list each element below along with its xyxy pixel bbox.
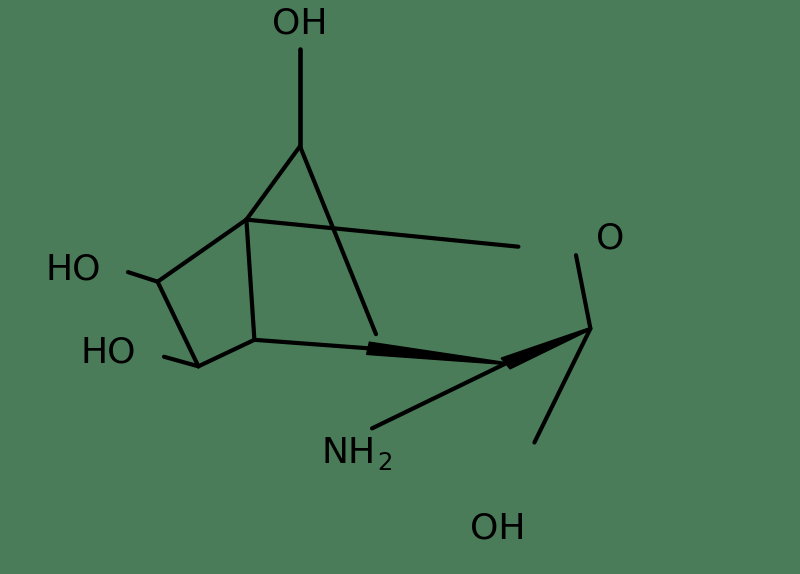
Text: OH: OH [272,7,328,41]
Text: O: O [596,222,624,256]
Text: HO: HO [46,253,102,286]
Text: HO: HO [80,335,136,369]
Polygon shape [366,342,506,364]
Polygon shape [501,328,591,369]
Text: 2: 2 [378,451,393,475]
Text: NH: NH [322,436,376,470]
Text: OH: OH [470,512,526,546]
